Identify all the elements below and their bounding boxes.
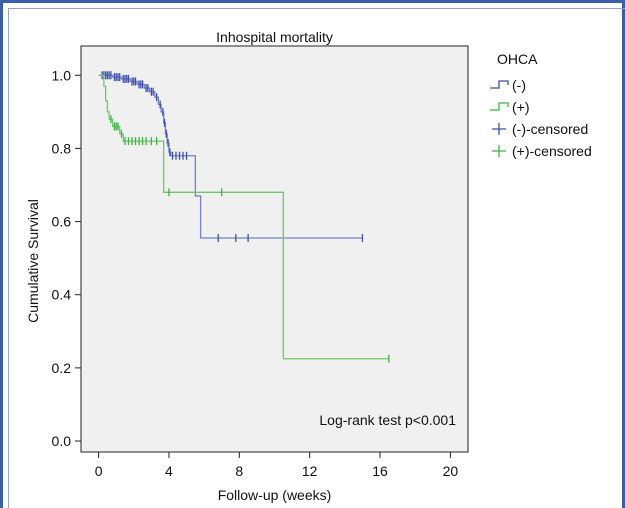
y-tick-label: 0.0	[52, 433, 72, 449]
y-tick-label: 0.4	[52, 287, 72, 303]
legend-label: (+)-censored	[512, 143, 592, 159]
y-axis-label: Cumulative Survival	[25, 199, 41, 323]
y-tick-label: 1.0	[52, 67, 72, 83]
plot-area	[80, 45, 469, 453]
chart-title: Inhospital mortality	[216, 29, 333, 45]
legend-title: OHCA	[497, 51, 538, 67]
legend-entry-ohca-positive: (+)	[490, 99, 530, 115]
legend-entries: (-) (+) (-)-censored (+)-censored	[490, 77, 592, 159]
x-tick-label: 8	[235, 463, 243, 479]
logrank-annotation: Log-rank test p<0.001	[319, 412, 456, 428]
legend-label: (-)-censored	[512, 121, 588, 137]
y-axis-ticks: 0.0 0.2 0.4 0.6 0.8 1.0	[52, 67, 81, 449]
y-tick-label: 0.2	[52, 360, 72, 376]
x-tick-label: 0	[95, 463, 103, 479]
legend-censor-icon	[492, 145, 506, 157]
series-layer	[98, 71, 390, 363]
legend-censor-icon	[492, 123, 506, 135]
legend-entry-positive-censored: (+)-censored	[492, 143, 592, 159]
x-tick-label: 4	[165, 463, 173, 479]
legend-step-icon	[490, 80, 509, 89]
legend-entry-negative-censored: (-)-censored	[492, 121, 588, 137]
x-tick-label: 12	[302, 463, 318, 479]
x-tick-label: 16	[372, 463, 388, 479]
legend: OHCA (-) (+) (-)-censored (+)-censored	[490, 51, 592, 159]
x-tick-label: 20	[443, 463, 459, 479]
figure-inner-border	[8, 8, 625, 508]
x-axis-label: Follow-up (weeks)	[218, 487, 332, 503]
x-axis-ticks: 0 4 8 12 16 20	[95, 452, 459, 479]
legend-step-icon	[490, 102, 509, 111]
y-tick-label: 0.8	[52, 140, 72, 156]
legend-label: (+)	[512, 99, 530, 115]
legend-entry-ohca-negative: (-)	[490, 77, 526, 93]
survival-curve-ohca-positive	[98, 74, 389, 360]
legend-label: (-)	[512, 77, 526, 93]
y-tick-label: 0.6	[52, 214, 72, 230]
